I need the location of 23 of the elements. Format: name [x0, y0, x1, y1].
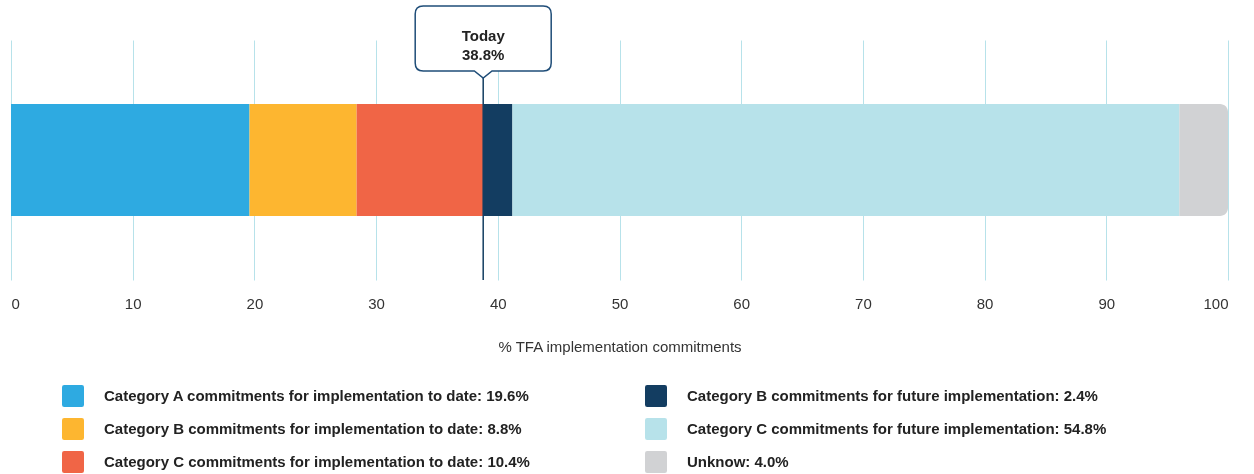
bar — [356, 104, 484, 216]
ref-line-label: Today 38.8% — [461, 27, 506, 63]
bar — [249, 104, 357, 216]
bar — [1179, 104, 1228, 216]
legend-label: Category B commitments for implementation to date: 8.8% — [104, 420, 522, 437]
x-tick-label: 70 — [855, 294, 872, 312]
x-tick-label: 10 — [124, 294, 142, 312]
x-tick-label: 80 — [976, 294, 994, 312]
bar — [11, 104, 250, 216]
x-axis-title: % TFA implementation commitments — [498, 337, 742, 355]
legend-label: Unknow: 4.0% — [687, 453, 789, 470]
x-tick-label: 20 — [246, 294, 264, 312]
x-tick-label: 30 — [368, 294, 385, 312]
legend-label: Category A commitments for implementation to date: 19.6% — [104, 387, 529, 404]
x-tick-label: 100 — [1203, 294, 1229, 312]
x-tick-label: 50 — [611, 294, 629, 312]
legend-label: Category C commitments for implementation to date: 10.4% — [104, 453, 530, 470]
x-tick-label: 90 — [1098, 294, 1116, 312]
x-tick-label: 40 — [489, 294, 507, 312]
legend-label: Category B commitments for future implementation: 2.4% — [687, 387, 1098, 404]
legend-label: Category C commitments for future implementation: 54.8% — [687, 420, 1107, 437]
x-tick-label: 60 — [733, 294, 751, 312]
x-tick-label: 0 — [11, 294, 20, 312]
